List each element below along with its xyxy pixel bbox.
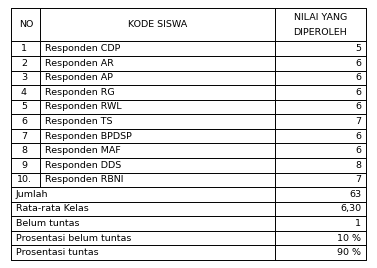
Text: 4: 4 bbox=[21, 88, 27, 97]
Text: 2: 2 bbox=[21, 59, 27, 68]
Bar bbox=[11, 231, 275, 245]
Text: NILAI YANG: NILAI YANG bbox=[294, 13, 347, 22]
Bar bbox=[275, 129, 366, 143]
Bar bbox=[275, 70, 366, 85]
Text: Jumlah: Jumlah bbox=[16, 190, 48, 199]
Bar bbox=[275, 173, 366, 187]
Bar bbox=[275, 231, 366, 245]
Bar bbox=[40, 173, 275, 187]
Bar bbox=[275, 245, 366, 260]
Text: Responden DDS: Responden DDS bbox=[45, 161, 121, 170]
Text: Responden RBNI: Responden RBNI bbox=[45, 175, 123, 184]
Bar bbox=[275, 41, 366, 56]
Text: 5: 5 bbox=[355, 44, 361, 53]
Text: 6: 6 bbox=[21, 117, 27, 126]
Bar bbox=[11, 187, 275, 202]
Bar bbox=[40, 158, 275, 173]
Text: 90 %: 90 % bbox=[337, 248, 361, 257]
Text: 6: 6 bbox=[355, 73, 361, 82]
Text: KODE SISWA: KODE SISWA bbox=[128, 20, 187, 29]
Bar bbox=[275, 216, 366, 231]
Text: 63: 63 bbox=[349, 190, 361, 199]
Text: Responden RG: Responden RG bbox=[45, 88, 115, 97]
Text: 10.: 10. bbox=[17, 175, 31, 184]
Text: 1: 1 bbox=[355, 219, 361, 228]
Text: 6: 6 bbox=[355, 132, 361, 141]
Bar bbox=[11, 8, 40, 41]
Text: 6,30: 6,30 bbox=[340, 204, 361, 213]
Bar bbox=[275, 56, 366, 70]
Bar bbox=[11, 216, 275, 231]
Text: 6: 6 bbox=[355, 146, 361, 155]
Bar bbox=[275, 187, 366, 202]
Text: 7: 7 bbox=[355, 175, 361, 184]
Bar bbox=[11, 202, 275, 216]
Text: 6: 6 bbox=[355, 102, 361, 111]
Bar bbox=[11, 85, 40, 100]
Bar bbox=[40, 85, 275, 100]
Text: 1: 1 bbox=[21, 44, 27, 53]
Bar bbox=[40, 56, 275, 70]
Text: 3: 3 bbox=[21, 73, 27, 82]
Text: 8: 8 bbox=[21, 146, 27, 155]
Bar bbox=[11, 173, 40, 187]
Bar bbox=[275, 114, 366, 129]
Text: Responden AR: Responden AR bbox=[45, 59, 114, 68]
Bar bbox=[40, 100, 275, 114]
Text: Responden RWL: Responden RWL bbox=[45, 102, 121, 111]
Text: 10 %: 10 % bbox=[337, 234, 361, 243]
Text: 8: 8 bbox=[355, 161, 361, 170]
Bar bbox=[11, 56, 40, 70]
Text: Prosentasi belum tuntas: Prosentasi belum tuntas bbox=[16, 234, 131, 243]
Bar bbox=[275, 143, 366, 158]
Bar bbox=[40, 114, 275, 129]
Text: 7: 7 bbox=[355, 117, 361, 126]
Bar bbox=[40, 41, 275, 56]
Text: Responden CDP: Responden CDP bbox=[45, 44, 120, 53]
Bar bbox=[11, 70, 40, 85]
Text: 6: 6 bbox=[355, 88, 361, 97]
Text: DIPEROLEH: DIPEROLEH bbox=[293, 28, 347, 37]
Bar bbox=[275, 8, 366, 41]
Text: Responden AP: Responden AP bbox=[45, 73, 113, 82]
Bar bbox=[11, 158, 40, 173]
Text: 7: 7 bbox=[21, 132, 27, 141]
Text: Responden TS: Responden TS bbox=[45, 117, 112, 126]
Text: 6: 6 bbox=[355, 59, 361, 68]
Text: 5: 5 bbox=[21, 102, 27, 111]
Text: Belum tuntas: Belum tuntas bbox=[16, 219, 79, 228]
Bar bbox=[11, 245, 275, 260]
Bar bbox=[275, 158, 366, 173]
Bar bbox=[40, 70, 275, 85]
Bar bbox=[40, 129, 275, 143]
Bar bbox=[11, 143, 40, 158]
Bar bbox=[40, 8, 275, 41]
Text: Prosentasi tuntas: Prosentasi tuntas bbox=[16, 248, 98, 257]
Bar bbox=[11, 129, 40, 143]
Bar bbox=[40, 143, 275, 158]
Text: NO: NO bbox=[18, 20, 33, 29]
Bar bbox=[275, 202, 366, 216]
Text: Rata-rata Kelas: Rata-rata Kelas bbox=[16, 204, 89, 213]
Text: Responden MAF: Responden MAF bbox=[45, 146, 121, 155]
Text: Responden BPDSP: Responden BPDSP bbox=[45, 132, 132, 141]
Bar bbox=[275, 85, 366, 100]
Bar bbox=[11, 114, 40, 129]
Bar bbox=[11, 100, 40, 114]
Bar bbox=[275, 100, 366, 114]
Text: 9: 9 bbox=[21, 161, 27, 170]
Bar bbox=[11, 41, 40, 56]
